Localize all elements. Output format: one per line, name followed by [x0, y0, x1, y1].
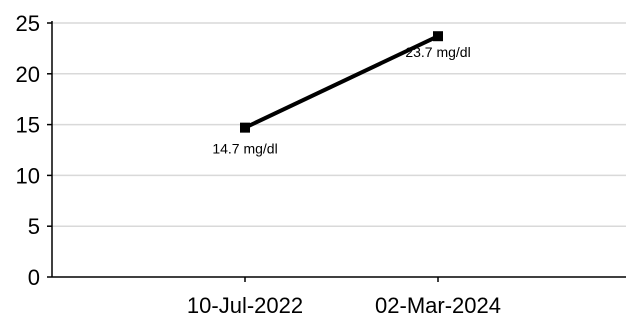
data-point-0: [240, 122, 250, 133]
series-group: [240, 31, 443, 133]
data-point-1: [433, 31, 443, 42]
data-label-1: 23.7 mg/dl: [405, 44, 470, 60]
y-tick-label-15: 15: [16, 113, 40, 138]
y-axis-tick-labels: 0 5 10 15 20 25: [16, 11, 40, 290]
y-tick-label-0: 0: [28, 265, 40, 290]
x-tick-label-0: 10-Jul-2022: [187, 293, 303, 318]
series-line-0: [244, 34, 439, 130]
axes: [47, 21, 626, 282]
data-labels: 14.7 mg/dl 23.7 mg/dl: [212, 44, 470, 156]
y-tick-label-20: 20: [16, 62, 40, 87]
x-tick-label-1: 02-Mar-2024: [375, 293, 501, 318]
grid-lines: [52, 22, 626, 227]
y-tick-label-5: 5: [28, 214, 40, 239]
x-axis-tick-labels: 10-Jul-2022 02-Mar-2024: [187, 293, 501, 318]
y-tick-label-10: 10: [16, 163, 40, 188]
y-tick-label-25: 25: [16, 11, 40, 36]
data-label-0: 14.7 mg/dl: [212, 141, 277, 157]
